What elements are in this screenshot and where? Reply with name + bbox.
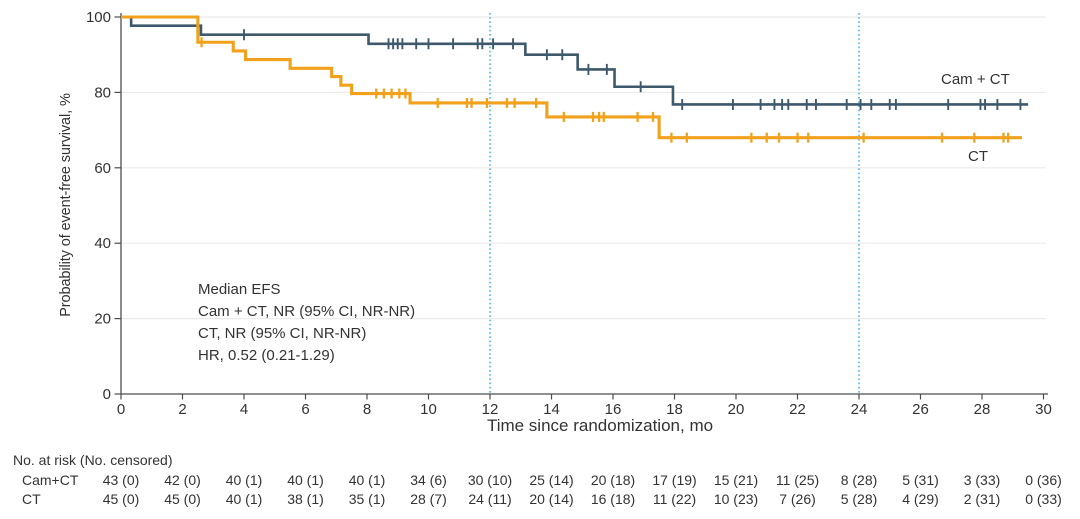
risk-cell: 40 (1) [225, 472, 263, 488]
annotation-line-hr: HR, 0.52 (0.21-1.29) [198, 347, 335, 364]
risk-cell: 15 (21) [713, 472, 759, 488]
y-tick-label: 60 [94, 160, 111, 177]
y-tick-label: 0 [103, 386, 111, 403]
x-tick-label: 16 [605, 401, 622, 418]
x-tick-label: 28 [974, 401, 991, 418]
risk-cell: 30 (10) [467, 472, 513, 488]
risk-cell: 40 (1) [287, 472, 324, 488]
x-tick-label: 30 [1035, 401, 1052, 418]
risk-cell: 25 (14) [529, 472, 574, 488]
x-tick-label: 12 [482, 401, 499, 418]
risk-cell: 45 (0) [164, 491, 201, 507]
median-efs-annotation: Median EFS Cam + CT, NR (95% CI, NR-NR) … [198, 279, 415, 367]
series-label-cam-ct: Cam + CT [941, 71, 1010, 88]
y-tick-label: 40 [94, 235, 111, 252]
survival-curve [121, 15, 1022, 140]
risk-cell: 43 (0) [102, 472, 140, 488]
risk-cell: 38 (1) [287, 491, 324, 507]
x-tick-label: 22 [789, 401, 806, 418]
risk-cell: 4 (29) [902, 491, 939, 507]
annotation-line-title: Median EFS [198, 281, 281, 298]
risk-row-label: Cam+CT [22, 472, 79, 488]
x-tick-label: 6 [301, 401, 309, 418]
risk-cell: 3 (33) [963, 472, 1001, 488]
x-axis-title: Time since randomization, mo [486, 416, 714, 435]
risk-cell: 40 (1) [225, 491, 263, 507]
risk-cell: 34 (6) [410, 472, 447, 488]
risk-cell: 11 (25) [775, 472, 820, 488]
risk-cell: 24 (11) [468, 491, 512, 507]
risk-cell: 28 (7) [410, 491, 447, 507]
risk-cell: 5 (28) [840, 491, 878, 507]
y-tick-label: 80 [94, 84, 111, 101]
risk-cell: 35 (1) [348, 491, 386, 507]
risk-cell: 2 (31) [963, 491, 1001, 507]
risk-cell: 10 (23) [713, 491, 759, 507]
risk-row-cam-ct: Cam+CT 43 (0) 42 (0) 40 (1) 40 (1) 40 (1) 34 … [0, 472, 1080, 489]
risk-cell: 42 (0) [164, 472, 201, 488]
risk-cell: 17 (19) [652, 472, 697, 488]
risk-cell: 20 (14) [529, 491, 574, 507]
annotation-line-ct: CT, NR (95% CI, NR-NR) [198, 325, 367, 342]
risk-cell: 20 (18) [590, 472, 636, 488]
risk-cell: 0 (33) [1025, 491, 1062, 507]
risk-row-ct: CT 45 (0) 45 (0) 40 (1) 38 (1) 35 (1) 28 (7) 2… [0, 491, 1080, 508]
x-tick-label: 0 [117, 401, 125, 418]
x-tick-label: 8 [363, 401, 371, 418]
y-tick-label: 100 [86, 9, 111, 26]
x-tick-label: 26 [912, 401, 929, 418]
x-tick-label: 10 [420, 401, 437, 418]
annotation-line-cam-ct: Cam + CT, NR (95% CI, NR-NR) [198, 303, 416, 320]
risk-cell: 0 (36) [1025, 472, 1062, 488]
risk-cell: 8 (28) [840, 472, 878, 488]
x-tick-label: 2 [178, 401, 186, 418]
risk-cell: 5 (31) [902, 472, 939, 488]
y-tick-label: 20 [94, 311, 111, 328]
risk-cell: 40 (1) [348, 472, 386, 488]
series-label-ct: CT [968, 148, 988, 165]
risk-cell: 16 (18) [590, 491, 636, 507]
x-tick-label: 18 [666, 401, 683, 418]
risk-row-label: CT [22, 491, 41, 507]
risk-cell: 7 (26) [779, 491, 816, 507]
risk-cell: 45 (0) [102, 491, 140, 507]
risk-table-header: No. at risk (No. censored) [13, 452, 173, 468]
x-tick-label: 24 [851, 401, 868, 418]
x-tick-label: 4 [240, 401, 248, 418]
x-tick-label: 14 [543, 401, 560, 418]
x-tick-label: 20 [728, 401, 745, 418]
survival-curve [121, 15, 1029, 106]
risk-cell: 11 (22) [652, 491, 697, 507]
